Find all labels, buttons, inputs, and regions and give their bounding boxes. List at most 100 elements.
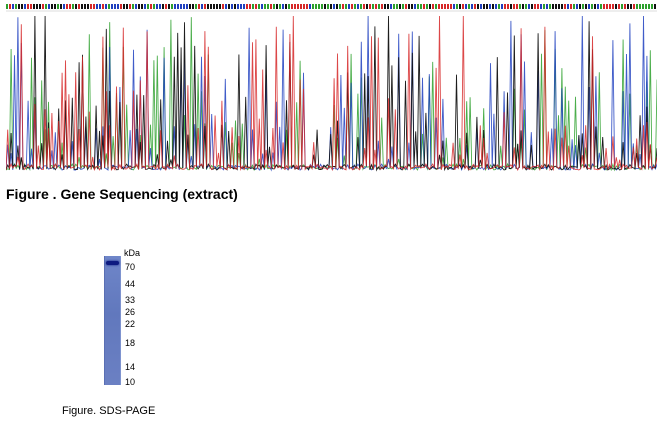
- marker-label: 70: [125, 262, 136, 272]
- marker-label: 14: [125, 362, 136, 372]
- base-call-mark: [474, 4, 476, 9]
- base-call-mark: [27, 4, 29, 9]
- base-call-mark: [351, 4, 353, 9]
- base-call-mark: [270, 4, 272, 9]
- base-call-mark: [372, 4, 374, 9]
- base-call-mark: [312, 4, 314, 9]
- base-call-mark: [537, 4, 539, 9]
- base-call-mark: [219, 4, 221, 9]
- base-call-mark: [348, 4, 350, 9]
- base-call-mark: [654, 4, 656, 9]
- marker-label: 33: [125, 295, 136, 305]
- base-call-mark: [630, 4, 632, 9]
- base-call-mark: [249, 4, 251, 9]
- base-call-mark: [120, 4, 122, 9]
- base-call-mark: [639, 4, 641, 9]
- base-call-mark: [183, 4, 185, 9]
- base-call-mark: [33, 4, 35, 9]
- base-call-mark: [78, 4, 80, 9]
- base-call-mark: [159, 4, 161, 9]
- base-call-mark: [171, 4, 173, 9]
- trace-t: [6, 15, 657, 172]
- base-call-mark: [495, 4, 497, 9]
- base-call-mark: [600, 4, 602, 9]
- base-call-mark: [459, 4, 461, 9]
- base-call-mark: [615, 4, 617, 9]
- gel-lane: [104, 256, 121, 385]
- base-call-mark: [594, 4, 596, 9]
- base-call-mark: [414, 4, 416, 9]
- sds-page-gel: kDa 70 44 33 26 22 18 14 10: [100, 248, 180, 398]
- base-call-mark: [66, 4, 68, 9]
- base-call-mark: [486, 4, 488, 9]
- base-call-mark: [261, 4, 263, 9]
- base-call-mark: [6, 4, 8, 9]
- marker-label: 10: [125, 377, 136, 387]
- base-call-mark: [417, 4, 419, 9]
- base-call-mark: [285, 4, 287, 9]
- base-call-mark: [576, 4, 578, 9]
- base-call-mark: [510, 4, 512, 9]
- base-call-mark: [315, 4, 317, 9]
- base-call-mark: [129, 4, 131, 9]
- base-call-mark: [162, 4, 164, 9]
- base-call-mark: [504, 4, 506, 9]
- base-call-mark: [291, 4, 293, 9]
- base-call-mark: [624, 4, 626, 9]
- base-call-mark: [18, 4, 20, 9]
- base-call-mark: [177, 4, 179, 9]
- base-call-mark: [228, 4, 230, 9]
- base-call-mark: [153, 4, 155, 9]
- base-call-mark: [582, 4, 584, 9]
- base-call-mark: [558, 4, 560, 9]
- base-call-mark: [300, 4, 302, 9]
- base-call-mark: [522, 4, 524, 9]
- base-call-mark: [333, 4, 335, 9]
- base-call-mark: [246, 4, 248, 9]
- marker-label: 44: [125, 279, 136, 289]
- base-call-mark: [450, 4, 452, 9]
- base-call-mark: [30, 4, 32, 9]
- base-call-mark: [276, 4, 278, 9]
- base-call-mark: [132, 4, 134, 9]
- base-call-mark: [252, 4, 254, 9]
- base-call-mark: [489, 4, 491, 9]
- base-call-mark: [258, 4, 260, 9]
- base-call-mark: [99, 4, 101, 9]
- kda-unit-label: kDa: [124, 248, 141, 258]
- base-call-mark: [255, 4, 257, 9]
- base-call-mark: [198, 4, 200, 9]
- base-call-mark: [186, 4, 188, 9]
- base-call-mark: [384, 4, 386, 9]
- base-call-mark: [534, 4, 536, 9]
- base-call-mark: [135, 4, 137, 9]
- base-call-mark: [426, 4, 428, 9]
- base-call-mark: [588, 4, 590, 9]
- base-call-mark: [60, 4, 62, 9]
- base-call-mark: [480, 4, 482, 9]
- base-call-mark: [633, 4, 635, 9]
- base-call-mark: [507, 4, 509, 9]
- base-call-mark: [468, 4, 470, 9]
- base-call-mark: [597, 4, 599, 9]
- base-call-mark: [531, 4, 533, 9]
- base-call-mark: [201, 4, 203, 9]
- base-call-mark: [207, 4, 209, 9]
- base-call-mark: [360, 4, 362, 9]
- sequencing-chromatogram: [6, 4, 657, 178]
- base-call-mark: [96, 4, 98, 9]
- base-call-mark: [213, 4, 215, 9]
- base-call-mark: [51, 4, 53, 9]
- base-call-mark: [441, 4, 443, 9]
- base-call-mark: [123, 4, 125, 9]
- base-call-mark: [642, 4, 644, 9]
- base-call-mark: [216, 4, 218, 9]
- base-call-mark: [567, 4, 569, 9]
- base-call-mark: [525, 4, 527, 9]
- base-call-mark: [375, 4, 377, 9]
- base-call-mark: [363, 4, 365, 9]
- base-call-mark: [108, 4, 110, 9]
- base-call-mark: [237, 4, 239, 9]
- base-call-mark: [609, 4, 611, 9]
- base-call-mark: [114, 4, 116, 9]
